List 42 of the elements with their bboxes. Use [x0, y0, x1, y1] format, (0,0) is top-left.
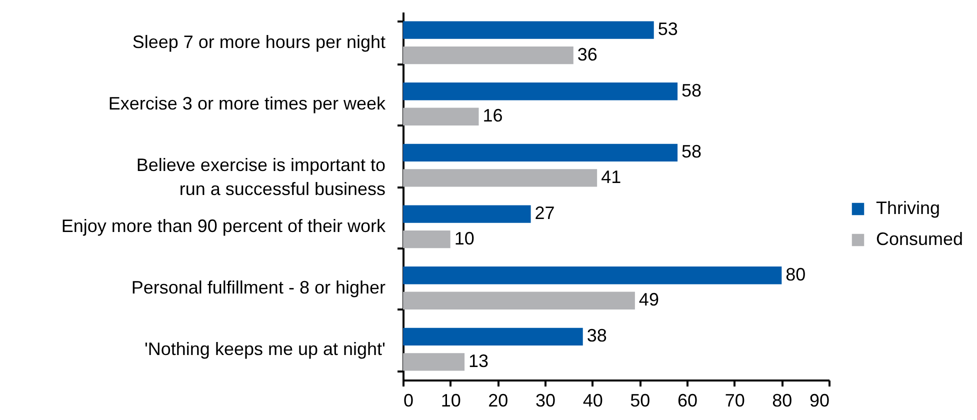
x-tick-label: 50	[630, 390, 650, 410]
y-tick-label: 'Nothing keeps me up at night'	[144, 338, 386, 359]
data-label: 49	[638, 290, 659, 310]
bar	[403, 108, 479, 126]
data-label: 58	[682, 80, 702, 100]
bar	[403, 292, 635, 310]
bar	[403, 353, 465, 371]
data-label: 80	[786, 264, 806, 284]
bar	[403, 169, 598, 187]
x-tick-label: 40	[582, 390, 603, 410]
y-tick-label: Exercise 3 or more times per week	[108, 94, 386, 114]
data-label: 41	[601, 166, 622, 187]
x-tick-label: 0	[404, 390, 414, 410]
bar	[403, 230, 450, 248]
data-label: 10	[454, 228, 474, 248]
bar	[403, 266, 782, 284]
x-tick-label: 10	[440, 390, 461, 410]
data-label: 38	[586, 326, 607, 346]
data-label: 36	[577, 44, 598, 64]
legend-label: Consumed	[876, 229, 964, 249]
y-tick-label: Enjoy more than 90 percent of their work	[61, 216, 386, 236]
bar	[403, 82, 678, 100]
data-label: 27	[534, 203, 555, 224]
x-tick-label: 20	[488, 390, 508, 410]
legend-label: Thriving	[876, 198, 940, 218]
x-tick-label: 60	[677, 390, 698, 410]
data-label: 53	[658, 19, 678, 40]
y-tick-label: Believe exercise is important to run a successful business	[136, 154, 386, 199]
y-tick-label: Personal fulfillment - 8 or higher	[131, 278, 386, 298]
bar	[403, 205, 531, 223]
x-tick-label: 30	[535, 390, 556, 410]
data-label: 13	[468, 350, 489, 371]
bar	[403, 144, 678, 162]
x-tick-label: 80	[772, 390, 792, 410]
data-label: 16	[482, 106, 503, 126]
bar	[403, 21, 654, 39]
bar	[403, 328, 583, 346]
x-tick-label: 70	[724, 390, 745, 410]
data-label: 58	[682, 142, 702, 162]
x-tick-label: 90	[809, 390, 830, 410]
bar	[403, 46, 574, 64]
y-tick-label: Sleep 7 or more hours per night	[132, 32, 386, 52]
